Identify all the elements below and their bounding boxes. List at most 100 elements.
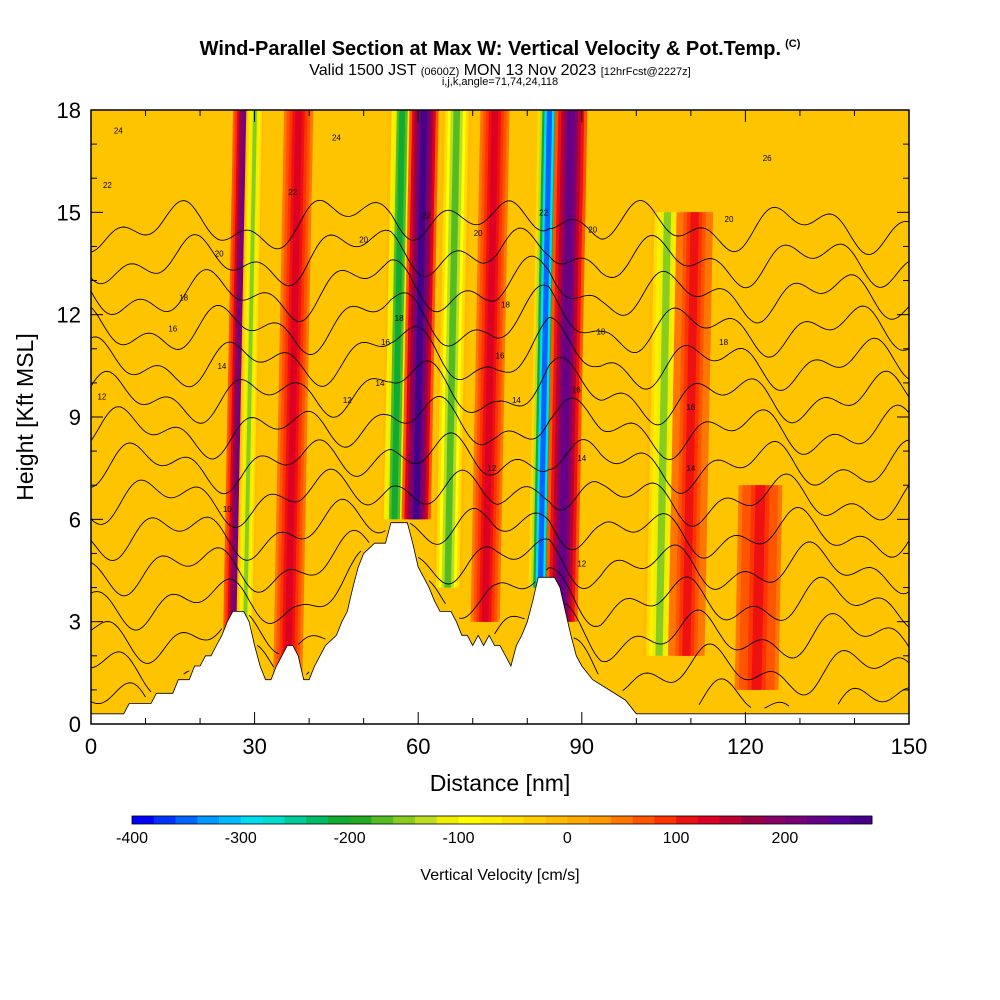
x-tick-label: 0 xyxy=(85,734,97,759)
colorbar-tick-label: 100 xyxy=(663,830,690,847)
colorbar-swatch xyxy=(610,816,633,824)
contour-label: 14 xyxy=(217,362,226,371)
isentrope-line xyxy=(91,199,909,256)
isentrope-line xyxy=(91,498,909,562)
chart-title: Wind-Parallel Section at Max W: Vertical… xyxy=(0,38,1000,61)
contour-label: 14 xyxy=(376,379,385,388)
velocity-band-level xyxy=(391,110,406,520)
contour-label: 16 xyxy=(168,324,177,333)
colorbar-swatch xyxy=(219,816,242,824)
copyright-mark: (C) xyxy=(785,38,801,51)
terrain xyxy=(91,522,909,724)
contour-label: 12 xyxy=(577,560,586,569)
contour-label: 14 xyxy=(686,464,695,473)
y-tick-label: 18 xyxy=(57,98,81,123)
y-tick-label: 3 xyxy=(69,610,81,635)
velocity-band xyxy=(433,110,472,588)
contour-label: 20 xyxy=(215,249,224,258)
colorbar-swatch xyxy=(763,816,786,824)
contour-label: 24 xyxy=(332,133,341,142)
x-tick-label: 150 xyxy=(891,734,928,759)
grid-indices: i,j,k,angle=71,74,24,118 xyxy=(441,76,559,88)
velocity-band xyxy=(401,110,439,520)
contour-label: 18 xyxy=(501,300,510,309)
velocity-band-level xyxy=(284,110,302,690)
contour-label: 22 xyxy=(539,208,548,217)
colorbar-swatch xyxy=(806,816,829,824)
colorbar-swatch xyxy=(567,816,590,824)
velocity-band-level xyxy=(481,110,499,622)
contour-label: 20 xyxy=(359,236,368,245)
colorbar-tick-label: -200 xyxy=(334,830,366,847)
velocity-band xyxy=(668,212,714,656)
velocity-band-level xyxy=(751,485,766,690)
isentrope-line xyxy=(91,395,909,461)
valid-prefix: Valid 1500 JST xyxy=(309,62,417,79)
colorbar-swatch xyxy=(850,816,873,824)
y-tick-label: 12 xyxy=(57,303,81,328)
contour-label: 22 xyxy=(103,181,112,190)
velocity-band xyxy=(272,110,314,690)
contour-label: 26 xyxy=(763,154,772,163)
contour-label: 22 xyxy=(288,188,297,197)
contour-label: 16 xyxy=(686,403,695,412)
isentrope-line xyxy=(91,603,909,664)
velocity-band-level xyxy=(557,110,575,622)
colorbar-frame xyxy=(131,815,873,825)
colorbar-swatch xyxy=(719,816,742,824)
velocity-band-level xyxy=(682,212,699,656)
isentrope-line xyxy=(91,356,909,426)
valid-utc: (0600Z) xyxy=(420,66,460,78)
chart-subtitle: Valid 1500 JST (0600Z) MON 13 Nov 2023 [… xyxy=(0,62,1000,80)
isentrope-line xyxy=(91,678,909,709)
x-tick-label: 90 xyxy=(570,734,594,759)
colorbar-swatch xyxy=(240,816,263,824)
contour-label: 16 xyxy=(572,386,581,395)
colorbar-swatch xyxy=(589,816,612,824)
title-main: Wind-Parallel Section at Max W: Vertical… xyxy=(199,38,782,60)
velocity-band xyxy=(545,110,588,622)
isentrope-contours xyxy=(91,199,909,709)
colorbar-swatch xyxy=(523,816,546,824)
velocity-band-level xyxy=(655,212,672,656)
colorbar-swatch xyxy=(741,816,764,824)
colorbar-title: Vertical Velocity [cm/s] xyxy=(420,867,579,884)
velocity-band xyxy=(734,485,783,690)
colorbar-swatch xyxy=(197,816,220,824)
isentrope-line xyxy=(91,468,909,528)
contour-label: 14 xyxy=(512,396,521,405)
isentrope-line xyxy=(91,227,909,289)
colorbar-swatch xyxy=(327,816,351,824)
contour-label: 18 xyxy=(596,328,605,337)
contour-label: 12 xyxy=(487,464,496,473)
x-tick-label: 120 xyxy=(727,734,764,759)
contour-label: 10 xyxy=(223,505,232,514)
colorbar-tick-label: -400 xyxy=(116,830,148,847)
x-tick-label: 30 xyxy=(242,734,266,759)
y-tick-label: 9 xyxy=(69,405,81,430)
contour-label: 12 xyxy=(343,396,352,405)
colorbar-swatch xyxy=(175,816,198,824)
contour-label: 16 xyxy=(496,352,505,361)
contour-label: 20 xyxy=(474,229,483,238)
y-tick-label: 15 xyxy=(57,200,81,225)
colorbar-swatch xyxy=(349,816,372,824)
isentrope-line xyxy=(91,637,909,696)
colorbar-swatch xyxy=(393,816,416,824)
velocity-band xyxy=(470,110,510,622)
contour-label: 20 xyxy=(725,215,734,224)
contour-label: 18 xyxy=(395,314,404,323)
isentrope-line xyxy=(91,284,909,358)
colorbar-swatch xyxy=(371,816,394,824)
colorbar-swatch xyxy=(545,816,568,824)
colorbar-swatch xyxy=(458,816,481,824)
x-axis-label: Distance [nm] xyxy=(430,770,571,796)
colorbar-swatch xyxy=(828,816,851,824)
colorbar-swatch xyxy=(306,816,329,824)
colorbar-swatch xyxy=(676,816,699,824)
velocity-band-level xyxy=(444,110,461,588)
contour-label: 22 xyxy=(422,212,431,221)
y-tick-label: 0 xyxy=(69,712,81,737)
isentrope-line xyxy=(91,255,909,324)
